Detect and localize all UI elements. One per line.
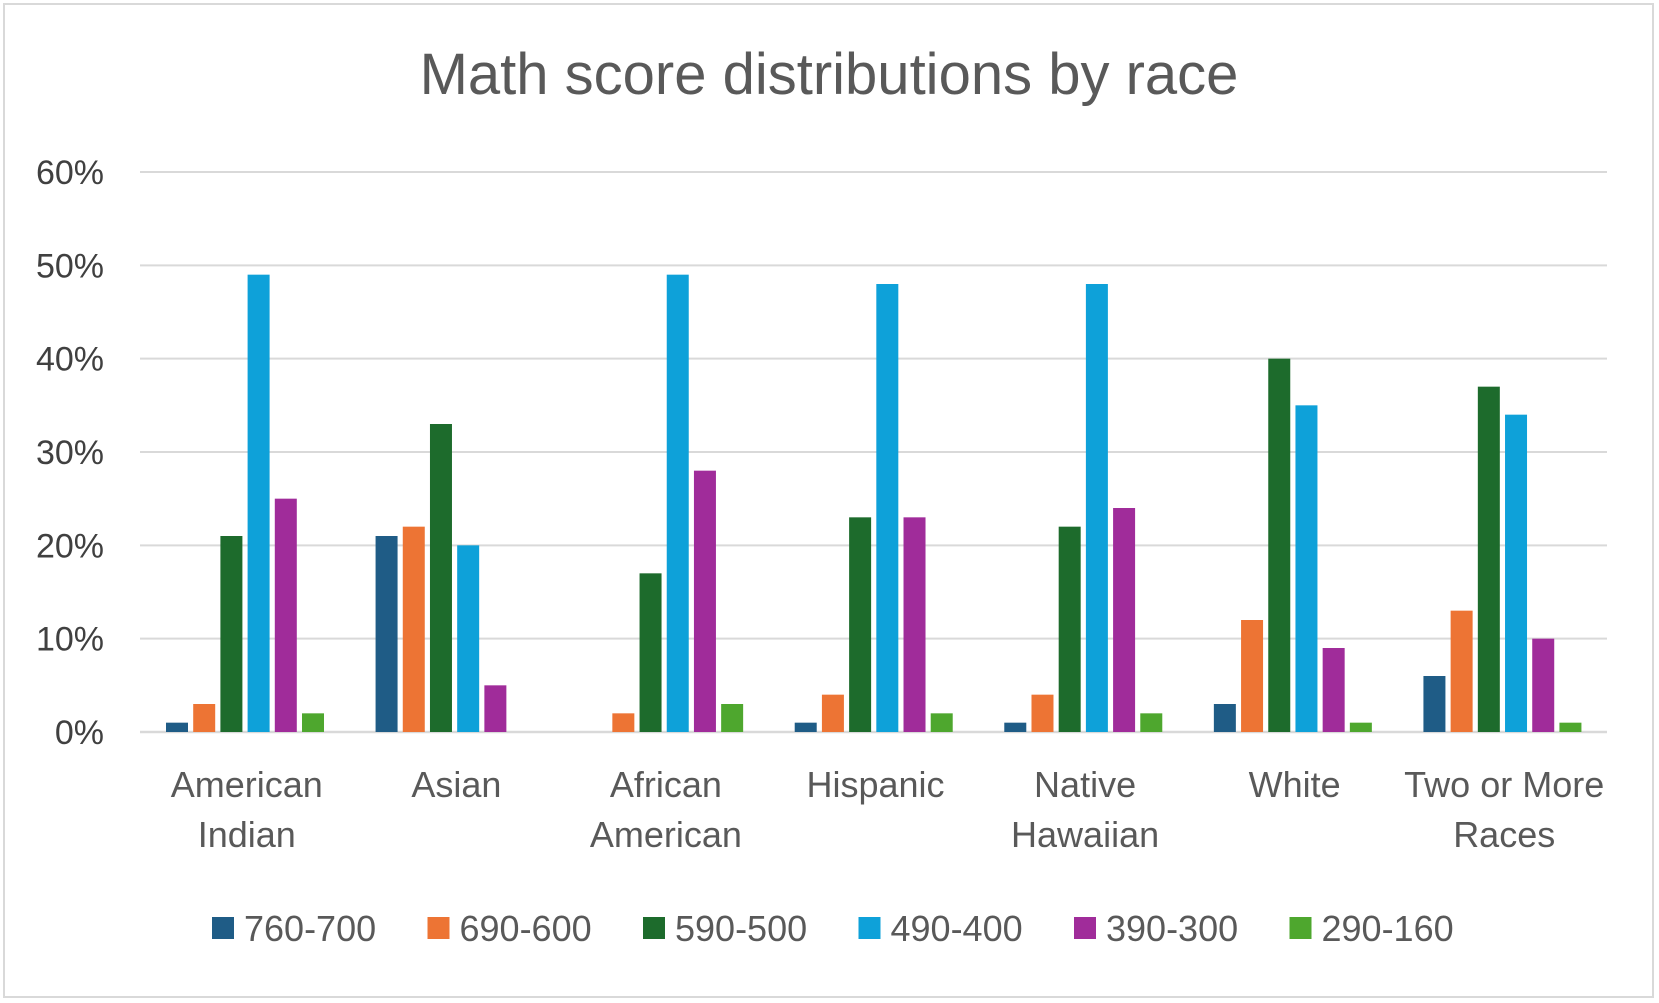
category-label: American xyxy=(171,764,323,805)
bar-290-160-3 xyxy=(930,713,953,732)
bar-760-700-5 xyxy=(1213,704,1236,732)
bar-590-500-4 xyxy=(1058,526,1081,732)
bar-760-700-0 xyxy=(166,722,188,732)
legend-swatch xyxy=(427,917,450,939)
bar-690-600-5 xyxy=(1241,620,1264,732)
bar-760-700-1 xyxy=(375,536,398,732)
bar-290-160-6 xyxy=(1559,722,1582,732)
y-tick-label: 30% xyxy=(36,434,104,472)
legend-swatch xyxy=(643,917,665,939)
bar-290-160-0 xyxy=(302,713,324,732)
category-label: American xyxy=(590,814,742,855)
category-label: Native xyxy=(1034,764,1136,805)
bar-490-400-6 xyxy=(1505,414,1528,732)
bar-490-400-4 xyxy=(1085,284,1108,732)
category-label: Indian xyxy=(198,814,296,855)
bar-590-500-2 xyxy=(639,573,662,732)
y-tick-label: 50% xyxy=(36,247,104,285)
y-tick-label: 60% xyxy=(36,154,104,192)
bar-690-600-6 xyxy=(1450,610,1473,732)
bar-490-400-3 xyxy=(876,284,899,732)
legend: 760-700 690-600 590-500 490-400 390-300 290-1… xyxy=(212,908,1454,949)
bar-390-300-2 xyxy=(693,470,716,732)
category-label: Races xyxy=(1453,814,1555,855)
bar-390-300-5 xyxy=(1322,648,1345,732)
bar-490-400-5 xyxy=(1295,405,1318,732)
category-label: Asian xyxy=(411,764,501,805)
bar-690-600-2 xyxy=(612,713,635,732)
bar-290-160-4 xyxy=(1140,713,1163,732)
y-axis-ticks: 0% 10% 20% 30% 40% 50% 60% xyxy=(36,154,104,752)
bar-390-300-6 xyxy=(1532,638,1555,732)
bar-390-300-0 xyxy=(274,498,297,732)
bar-490-400-2 xyxy=(666,274,689,732)
gridlines xyxy=(140,171,1607,734)
y-tick-label: 40% xyxy=(36,341,104,379)
legend-label: 390-300 xyxy=(1106,908,1238,949)
category-label: Two or More xyxy=(1404,764,1604,805)
y-tick-label: 0% xyxy=(55,714,104,752)
bar-390-300-4 xyxy=(1113,508,1136,732)
legend-label: 760-700 xyxy=(244,908,376,949)
category-label: Hispanic xyxy=(806,764,944,805)
chart-title: Math score distributions by race xyxy=(420,42,1239,107)
legend-label: 590-500 xyxy=(675,908,807,949)
bar-490-400-1 xyxy=(457,545,480,732)
legend-label: 490-400 xyxy=(891,908,1023,949)
x-axis-categories: American Indian Asian African American Hispan… xyxy=(171,764,1604,855)
legend-swatch xyxy=(1074,917,1096,939)
bar-290-160-2 xyxy=(721,704,744,732)
bar-390-300-3 xyxy=(903,517,926,732)
bar-590-500-5 xyxy=(1268,358,1291,732)
bar-590-500-0 xyxy=(220,536,243,732)
legend-swatch xyxy=(1289,917,1312,939)
category-label: White xyxy=(1249,764,1341,805)
bar-590-500-3 xyxy=(849,517,872,732)
bar-490-400-0 xyxy=(247,274,270,732)
bar-760-700-4 xyxy=(1004,722,1027,732)
legend-label: 690-600 xyxy=(460,908,592,949)
bar-760-700-6 xyxy=(1423,676,1446,732)
bar-290-160-5 xyxy=(1349,722,1372,732)
category-label: African xyxy=(610,764,722,805)
bar-760-700-3 xyxy=(794,722,817,732)
bar-590-500-6 xyxy=(1477,386,1500,732)
bar-390-300-1 xyxy=(484,685,507,732)
bars xyxy=(166,274,1582,732)
legend-swatch xyxy=(858,917,881,939)
y-tick-label: 20% xyxy=(36,527,104,565)
legend-swatch xyxy=(212,917,234,939)
bar-590-500-1 xyxy=(429,424,452,732)
bar-690-600-3 xyxy=(821,694,844,732)
bar-690-600-4 xyxy=(1031,694,1054,732)
category-label: Hawaiian xyxy=(1011,814,1159,855)
legend-label: 290-160 xyxy=(1322,908,1454,949)
bar-690-600-1 xyxy=(402,526,425,732)
bar-690-600-0 xyxy=(193,704,216,732)
y-tick-label: 10% xyxy=(36,621,104,659)
